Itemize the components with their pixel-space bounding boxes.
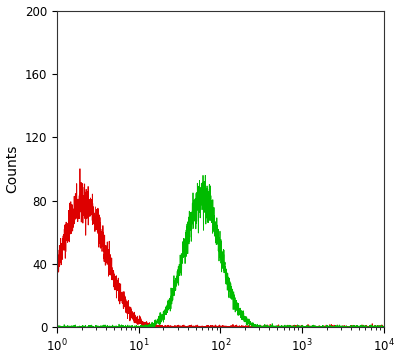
Y-axis label: Counts: Counts: [6, 145, 20, 193]
